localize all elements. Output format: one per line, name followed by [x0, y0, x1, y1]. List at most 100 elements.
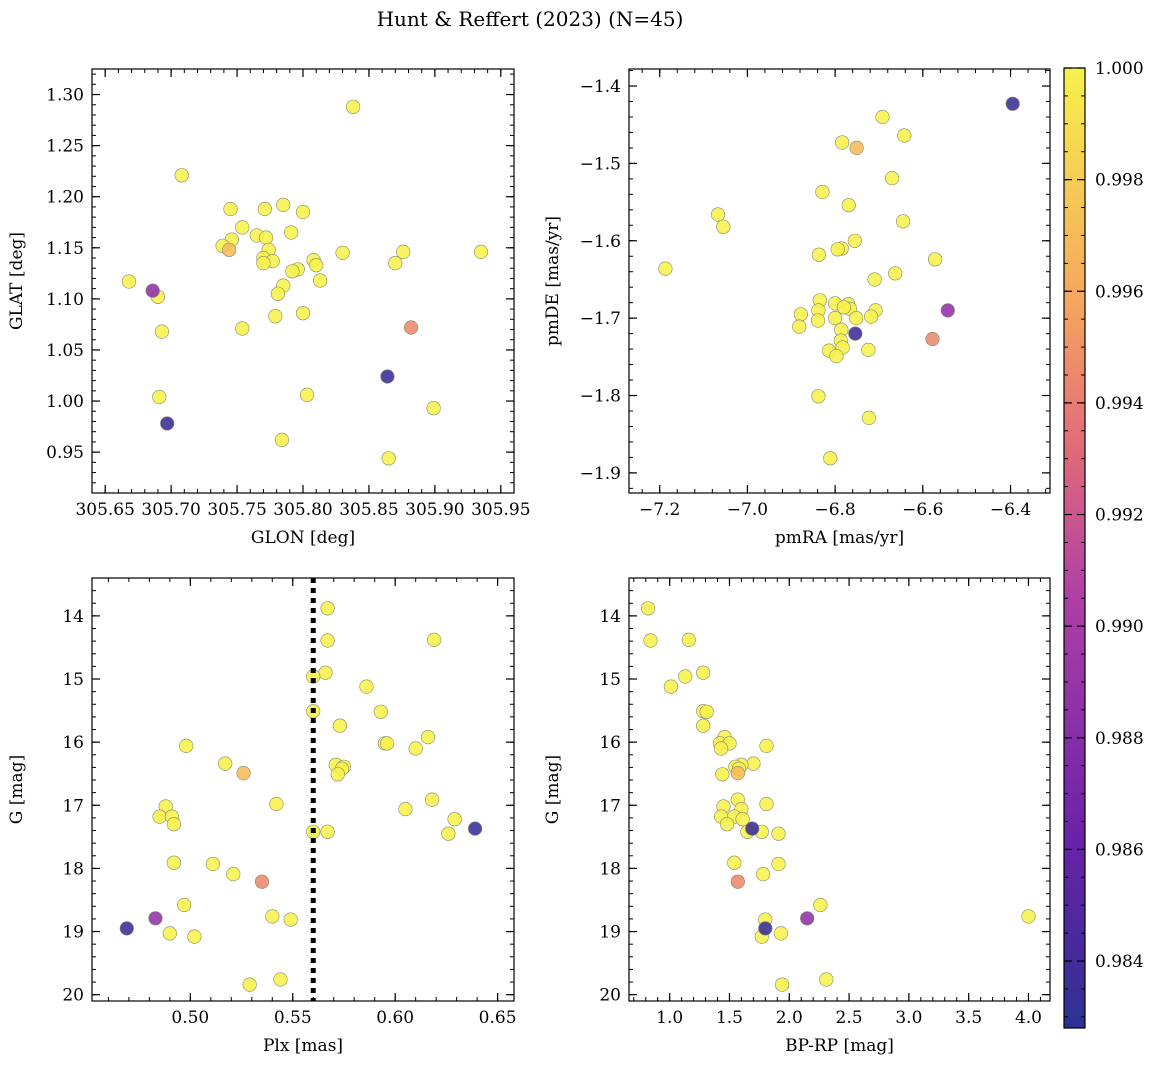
- data-point: [162, 926, 177, 941]
- y-tick-label: 19: [62, 923, 84, 943]
- data-point: [388, 256, 403, 271]
- data-point: [218, 756, 233, 771]
- data-point: [235, 220, 250, 235]
- y-tick-label: −1.9: [580, 464, 621, 484]
- data-point: [759, 796, 774, 812]
- data-point: [270, 286, 286, 301]
- y-tick-label: 15: [62, 670, 84, 690]
- data-point: [121, 274, 136, 289]
- data-point: [716, 219, 731, 234]
- data-point: [819, 972, 834, 987]
- y-tick-label: 18: [62, 859, 84, 879]
- data-point: [713, 741, 729, 756]
- y-tick-label: −1.8: [580, 387, 621, 407]
- data-point: [332, 718, 348, 733]
- data-point: [152, 389, 167, 405]
- data-point: [1005, 96, 1020, 111]
- y-tick-label: 19: [599, 923, 621, 943]
- data-point: [681, 632, 696, 648]
- data-point: [380, 369, 395, 384]
- y-axis-label: G [mag]: [7, 755, 27, 824]
- data-point: [320, 633, 335, 648]
- data-point: [441, 826, 456, 841]
- x-tick-label: 0.50: [171, 1008, 209, 1028]
- data-point: [166, 855, 181, 870]
- axis-ticks: 305.65 305.70 305.75 305.80 305.85 305.90 305.…: [46, 69, 531, 520]
- y-tick-label: 1.25: [46, 137, 84, 157]
- data-point: [236, 765, 251, 781]
- data-point: [408, 741, 423, 756]
- y-tick-label: 20: [62, 986, 84, 1006]
- data-point: [179, 738, 194, 754]
- data-point: [925, 331, 940, 347]
- data-point: [730, 765, 745, 781]
- data-point: [745, 821, 760, 836]
- y-tick-label: 1.20: [46, 188, 84, 208]
- x-tick-label: 3.5: [955, 1008, 982, 1028]
- data-point: [830, 242, 845, 257]
- data-point: [884, 171, 900, 186]
- data-point: [152, 809, 167, 824]
- x-tick-label: −6.8: [814, 500, 855, 520]
- data-point: [187, 929, 202, 944]
- y-tick-label: −1.5: [580, 154, 621, 174]
- data-point: [373, 704, 388, 719]
- data-point: [658, 261, 673, 276]
- x-tick-label: 305.85: [339, 500, 398, 520]
- data-point: [160, 416, 175, 431]
- data-point: [849, 140, 864, 155]
- y-tick-label: 17: [62, 796, 84, 816]
- y-tick-label: 1.10: [46, 290, 84, 310]
- y-tick-label: 0.95: [46, 443, 84, 463]
- y-tick-label: 1.30: [46, 86, 84, 106]
- data-point: [755, 866, 771, 882]
- data-point: [847, 233, 862, 248]
- data-point: [379, 736, 395, 751]
- data-point: [940, 303, 955, 318]
- data-point: [730, 874, 745, 889]
- data-point: [335, 245, 350, 260]
- x-tick-label: 305.95: [471, 500, 530, 520]
- data-point: [427, 632, 442, 648]
- colorbar-tick-label: 0.986: [1095, 840, 1144, 860]
- data-point: [793, 307, 809, 322]
- colorbar-tick-label: 1.000: [1095, 59, 1144, 79]
- data-point: [758, 921, 773, 936]
- data-point: [309, 258, 324, 273]
- data-point: [320, 824, 335, 839]
- y-tick-label: −1.4: [580, 77, 621, 97]
- data-point: [426, 401, 441, 416]
- data-point: [710, 207, 726, 222]
- data-point: [404, 320, 419, 335]
- x-tick-label: 0.60: [376, 1008, 414, 1028]
- data-point: [823, 451, 838, 466]
- data-point: [849, 311, 864, 326]
- data-point: [643, 633, 658, 648]
- data-point: [827, 311, 843, 326]
- data-point: [259, 230, 274, 245]
- x-tick-label: 1.0: [656, 1008, 683, 1028]
- data-point: [273, 972, 288, 987]
- data-point: [299, 387, 315, 403]
- data-point: [268, 309, 283, 324]
- data-point: [285, 264, 300, 279]
- x-tick-label: 305.90: [405, 500, 464, 520]
- data-point: [810, 313, 826, 328]
- data-point: [663, 679, 679, 694]
- panel-plx-g: 0.50 0.55 0.60 0.65 14 15 16 17 18 19 20 Plx [mas]…: [7, 577, 517, 1056]
- y-tick-label: 1.05: [46, 341, 84, 361]
- data-point: [897, 128, 912, 143]
- data-point: [119, 921, 134, 936]
- axis-ticks: −7.2 −7.0 −6.8 −6.6 −6.4 −1.9 −1.8 −1.7 −1.6 −1.5…: [580, 69, 1050, 520]
- data-point: [867, 272, 882, 287]
- data-point: [800, 911, 815, 926]
- x-tick-label: −6.6: [902, 500, 943, 520]
- data-point: [396, 244, 411, 259]
- scatter-points: [121, 99, 489, 466]
- x-tick-label: −7.2: [639, 500, 680, 520]
- data-point: [174, 168, 189, 183]
- y-tick-label: 1.00: [46, 392, 84, 412]
- scatter-points: [658, 96, 1020, 466]
- data-point: [1021, 909, 1036, 924]
- axes-frame: [628, 68, 1051, 494]
